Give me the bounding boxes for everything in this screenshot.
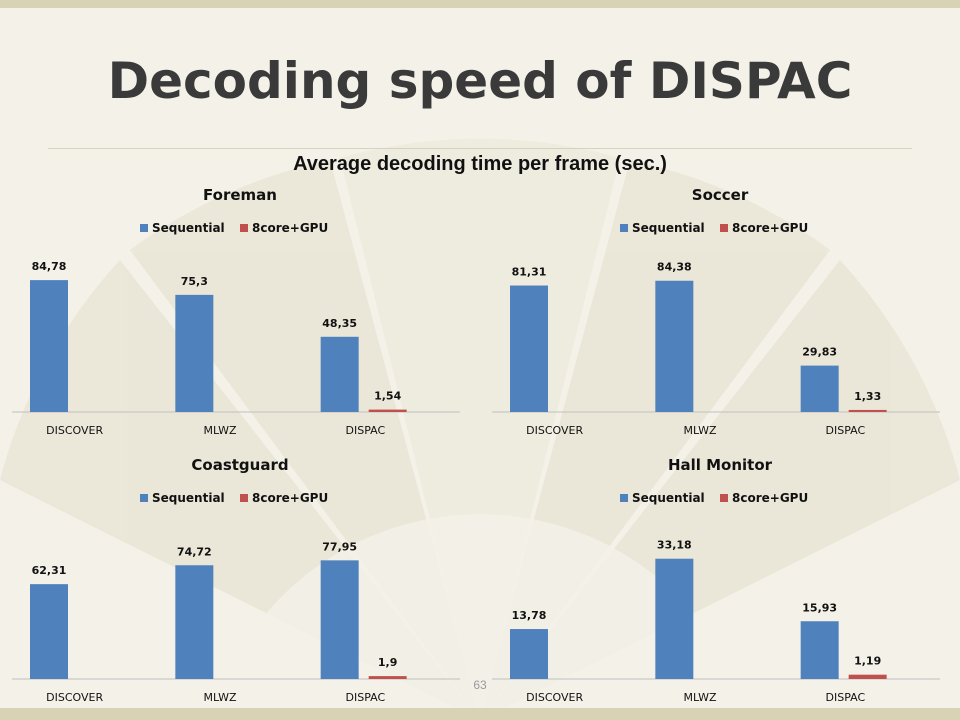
bar-sequential [800, 621, 839, 679]
bar-sequential [800, 365, 839, 412]
legend-swatch [240, 224, 248, 232]
legend-label: 8core+GPU [732, 221, 808, 235]
bar-chart-svg: Hall Monitor Sequential 8core+GPU DISCOVER 1… [492, 456, 940, 704]
category-label: DISPAC [346, 691, 386, 704]
legend-swatch [240, 494, 248, 502]
bar-chart-svg: Foreman Sequential 8core+GPU DISCOVER 84,78 M… [12, 186, 460, 437]
bar-chart-svg: Soccer Sequential 8core+GPU DISCOVER 81,31 ML… [492, 186, 940, 437]
top-decorative-band [0, 0, 960, 8]
data-label: 13,78 [512, 609, 547, 622]
data-label: 1,54 [374, 390, 401, 403]
bar-sequential [320, 336, 359, 412]
title-divider [48, 148, 912, 149]
legend-label: 8core+GPU [252, 221, 328, 235]
category-label: MLWZ [203, 691, 236, 704]
category-label: MLWZ [683, 691, 716, 704]
data-label: 77,95 [322, 540, 357, 553]
category-label: DISCOVER [46, 424, 103, 437]
legend-swatch [140, 224, 148, 232]
data-label: 15,93 [802, 601, 837, 614]
chart-panel-foreman: Foreman Sequential 8core+GPU DISCOVER 84,78 M… [0, 180, 480, 440]
legend-swatch [720, 494, 728, 502]
bar-8core-gpu [848, 409, 887, 412]
bar-sequential [320, 560, 359, 679]
legend-label: Sequential [632, 221, 705, 235]
data-label: 84,78 [32, 260, 67, 273]
data-label: 48,35 [322, 317, 357, 330]
data-label: 1,19 [854, 655, 881, 668]
category-label: DISCOVER [46, 691, 103, 704]
category-label: DISPAC [826, 424, 866, 437]
bar-sequential [510, 629, 548, 679]
chart-title: Hall Monitor [668, 456, 773, 474]
data-label: 1,9 [378, 656, 398, 669]
bar-8core-gpu [368, 409, 407, 412]
data-label: 33,18 [657, 539, 692, 552]
chart-panel-coastguard: Coastguard Sequential 8core+GPU DISCOVER 62,… [0, 450, 480, 708]
chart-main-title: Average decoding time per frame (sec.) [293, 153, 667, 175]
bar-sequential [510, 285, 548, 412]
bar-8core-gpu [848, 674, 887, 679]
bar-chart-svg: Coastguard Sequential 8core+GPU DISCOVER 62,… [12, 456, 460, 704]
chart-panel-hall-monitor: Hall Monitor Sequential 8core+GPU DISCOVER 1… [480, 450, 960, 708]
data-label: 84,38 [657, 261, 692, 274]
category-label: MLWZ [683, 424, 716, 437]
category-label: DISPAC [346, 424, 386, 437]
bottom-decorative-band [0, 708, 960, 720]
bar-sequential [655, 558, 694, 679]
legend-label: Sequential [152, 221, 225, 235]
slide-title: Decoding speed of DISPAC [107, 52, 853, 110]
legend-swatch [720, 224, 728, 232]
category-label: DISPAC [826, 691, 866, 704]
data-label: 81,31 [512, 266, 547, 279]
chart-panel-soccer: Soccer Sequential 8core+GPU DISCOVER 81,31 ML… [480, 180, 960, 440]
category-label: MLWZ [203, 424, 236, 437]
chart-title: Soccer [692, 186, 749, 204]
legend-swatch [620, 224, 628, 232]
data-label: 75,3 [181, 275, 208, 288]
data-label: 62,31 [32, 564, 67, 577]
bar-sequential [655, 280, 694, 412]
data-label: 1,33 [854, 390, 881, 403]
bar-sequential [30, 280, 68, 412]
legend-swatch [620, 494, 628, 502]
category-label: DISCOVER [526, 424, 583, 437]
chart-title: Coastguard [191, 456, 288, 474]
bar-8core-gpu [368, 676, 407, 679]
data-label: 29,83 [802, 346, 837, 359]
bar-sequential [175, 294, 214, 412]
legend-label: 8core+GPU [732, 491, 808, 505]
category-label: DISCOVER [526, 691, 583, 704]
legend-label: Sequential [152, 491, 225, 505]
legend-swatch [140, 494, 148, 502]
page-number: 63 [473, 678, 487, 692]
data-label: 74,72 [177, 545, 212, 558]
bar-sequential [175, 565, 214, 679]
legend-label: Sequential [632, 491, 705, 505]
legend-label: 8core+GPU [252, 491, 328, 505]
bar-sequential [30, 584, 68, 679]
chart-title: Foreman [203, 186, 277, 204]
